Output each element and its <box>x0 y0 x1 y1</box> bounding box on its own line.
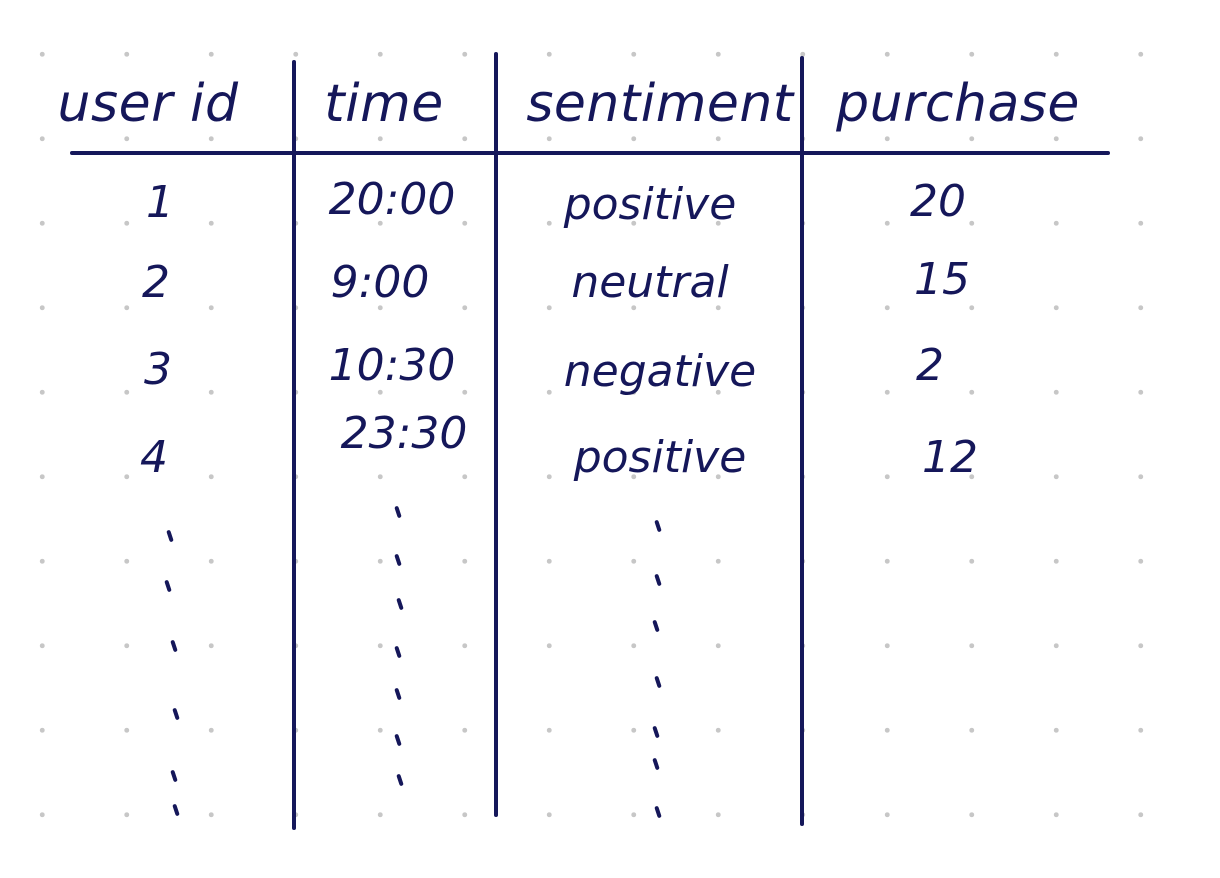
cell-sentiment: negative <box>563 346 757 397</box>
cell-sentiment: positive <box>563 179 737 230</box>
header-user-id: user id <box>57 74 239 134</box>
column-divider-1 <box>292 60 296 830</box>
column-divider-3 <box>800 56 804 826</box>
cell-user-id: 4 <box>140 432 168 483</box>
cell-purchase: 12 <box>922 432 978 483</box>
continuation-mark <box>164 579 172 593</box>
cell-purchase: 2 <box>916 340 944 391</box>
continuation-mark <box>166 529 174 543</box>
continuation-mark <box>172 707 180 721</box>
continuation-mark <box>172 803 180 817</box>
column-divider-2 <box>494 52 498 817</box>
header-underline <box>70 151 1110 155</box>
cell-user-id: 1 <box>146 177 174 228</box>
cell-sentiment: neutral <box>571 257 729 308</box>
continuation-mark <box>654 573 662 587</box>
header-sentiment: sentiment <box>526 74 794 134</box>
continuation-mark <box>394 645 402 659</box>
cell-time: 20:00 <box>328 174 456 225</box>
cell-purchase: 15 <box>914 254 970 305</box>
cell-time: 9:00 <box>330 257 430 308</box>
continuation-mark <box>396 597 404 611</box>
continuation-mark <box>652 619 660 633</box>
continuation-mark <box>394 733 402 747</box>
continuation-mark <box>654 805 662 819</box>
cell-time: 10:30 <box>328 340 456 391</box>
continuation-mark <box>170 639 178 653</box>
continuation-mark <box>394 553 402 567</box>
header-purchase: purchase <box>836 74 1080 134</box>
continuation-mark <box>394 505 402 519</box>
continuation-mark <box>654 519 662 533</box>
cell-sentiment: positive <box>573 432 747 483</box>
continuation-mark <box>394 687 402 701</box>
cell-user-id: 3 <box>144 344 172 395</box>
cell-time: 23:30 <box>340 408 468 459</box>
cell-user-id: 2 <box>142 257 170 308</box>
continuation-mark <box>652 757 660 771</box>
cell-purchase: 20 <box>910 176 966 227</box>
continuation-mark <box>396 773 404 787</box>
continuation-mark <box>654 675 662 689</box>
continuation-mark <box>170 769 178 783</box>
continuation-mark <box>652 725 660 739</box>
header-time: time <box>324 74 444 134</box>
